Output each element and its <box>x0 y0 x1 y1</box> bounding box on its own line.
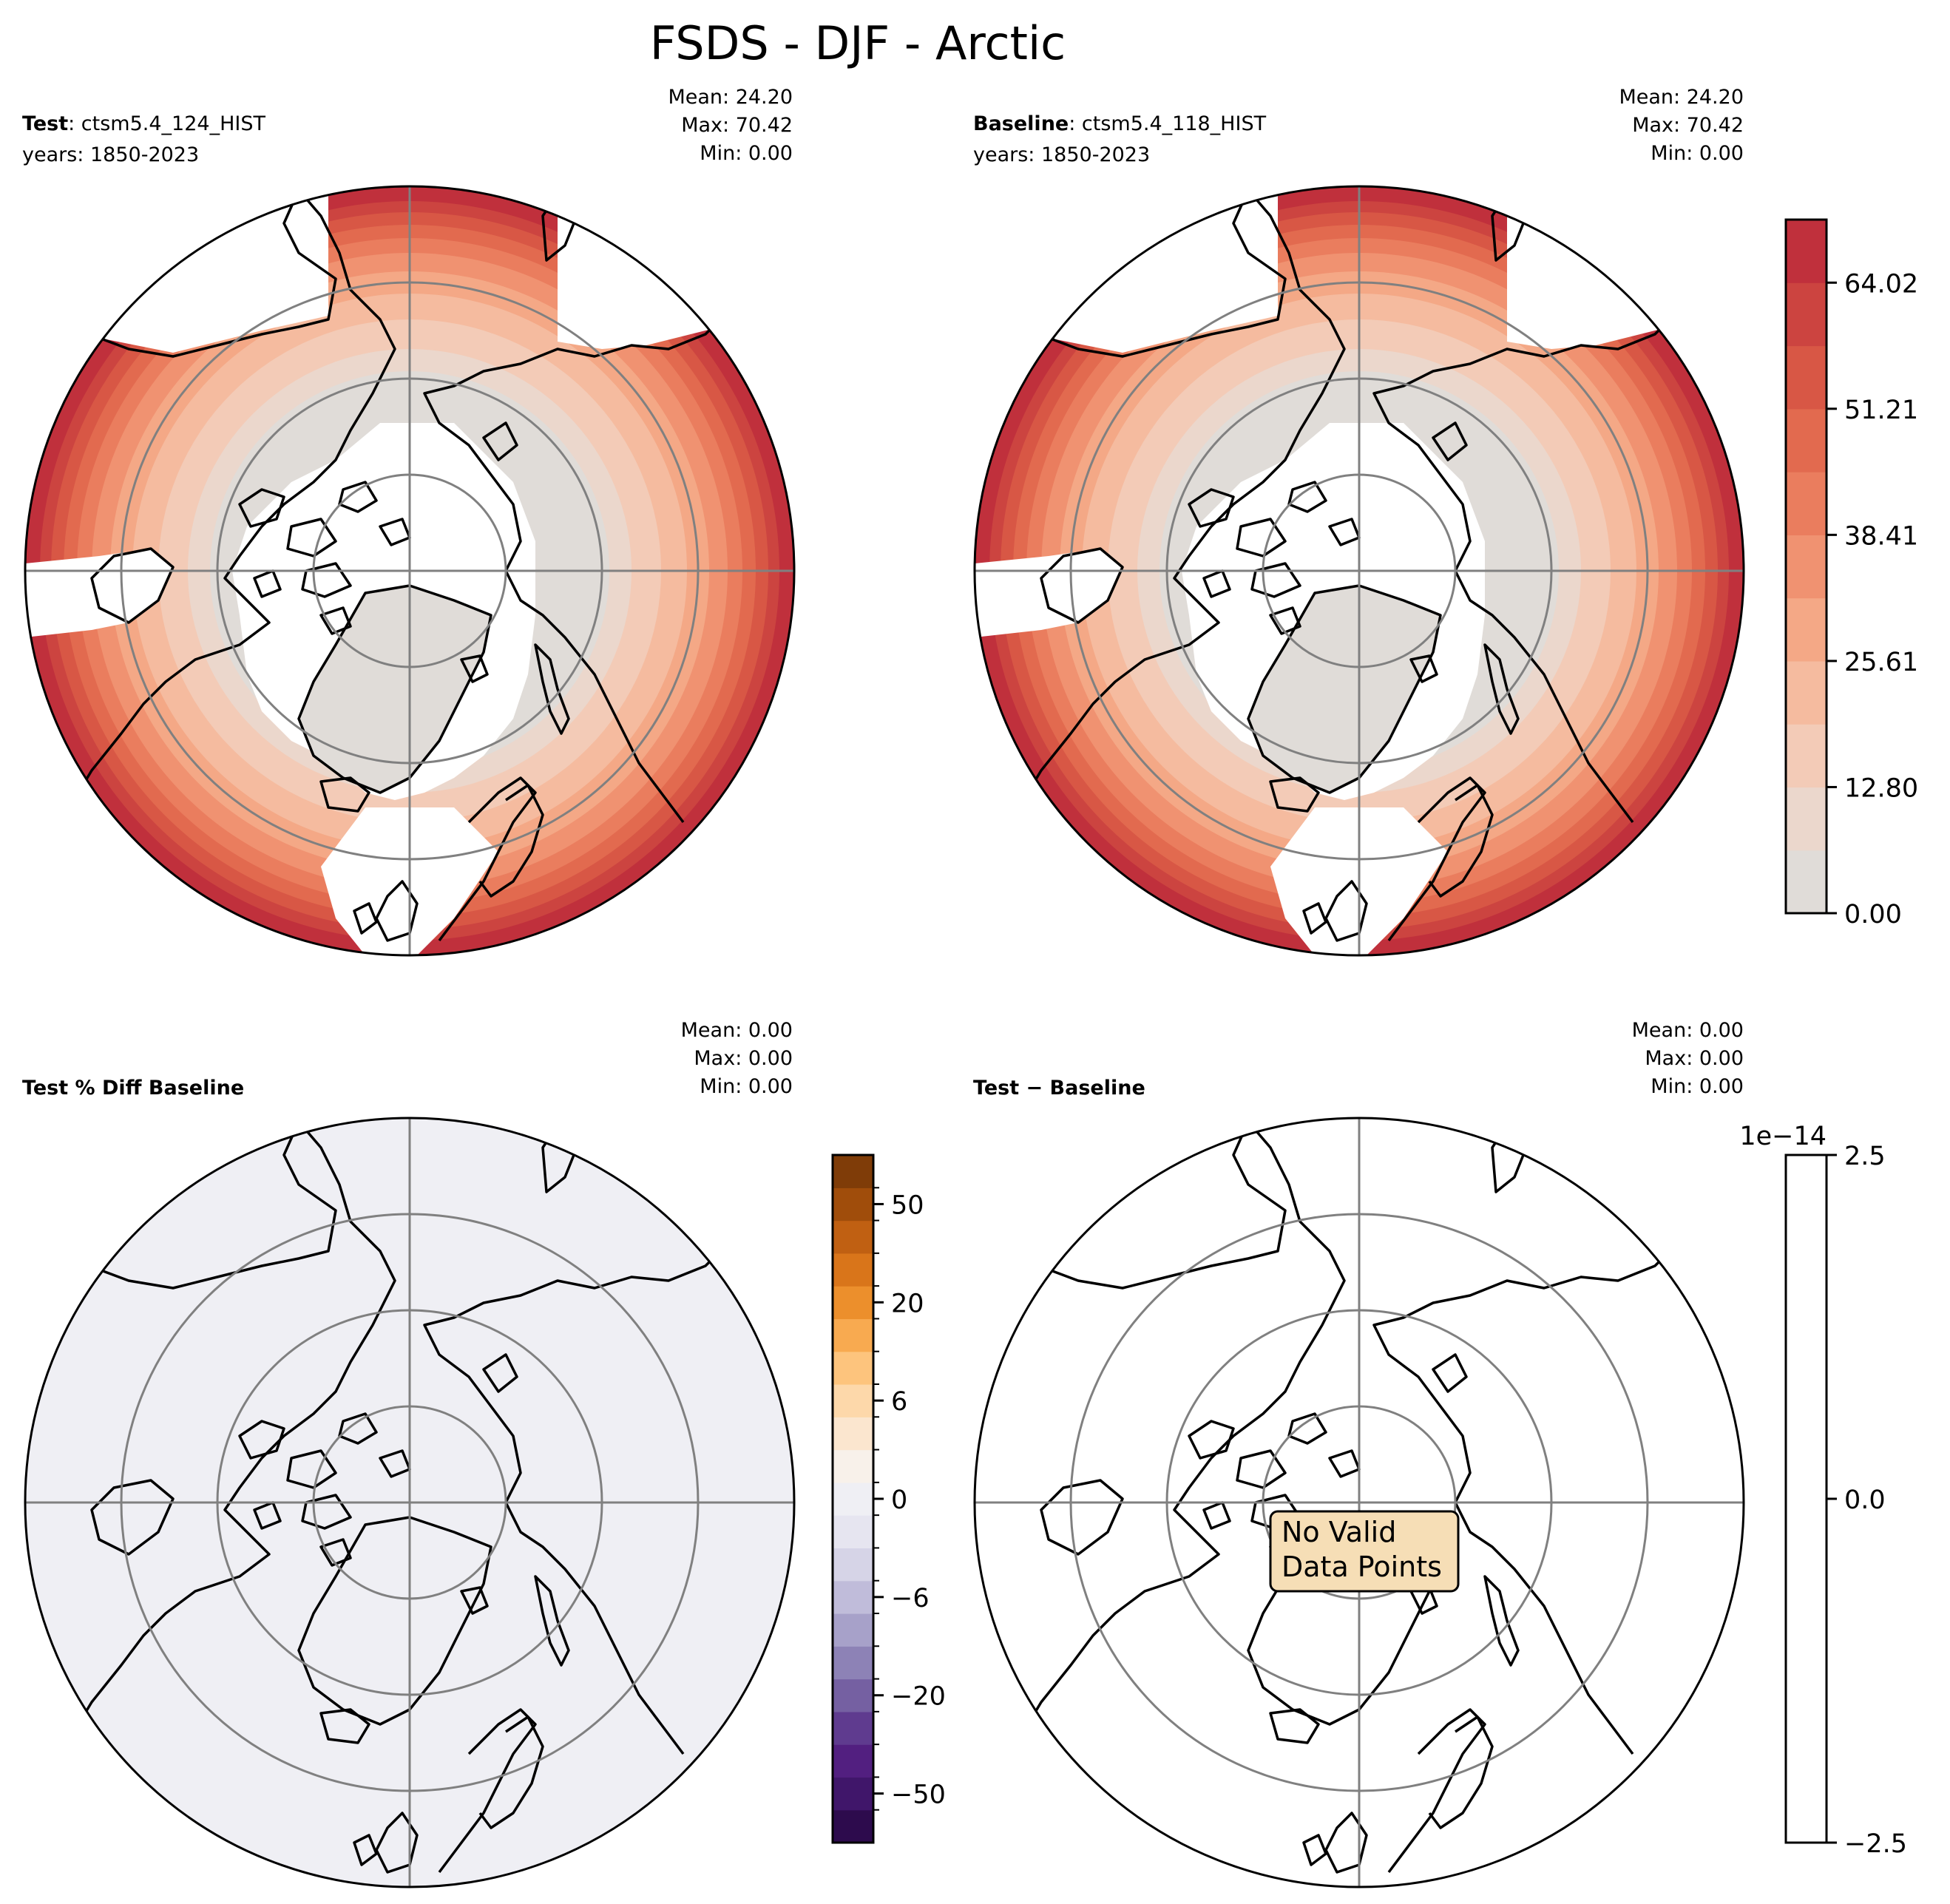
colorbar-segment <box>833 1678 873 1712</box>
colorbar-segment <box>833 1711 873 1745</box>
colorbar-segment <box>833 1417 873 1451</box>
stat-min-test: Min: 0.00 <box>700 142 793 165</box>
map-baseline <box>973 185 1745 957</box>
colorbar-segment <box>1786 850 1827 914</box>
stat-mean-pctdiff: Mean: 0.00 <box>681 1019 793 1042</box>
colorbar-segment <box>833 1744 873 1778</box>
colorbar-segment <box>833 1188 873 1222</box>
stat-max-baseline: Max: 70.42 <box>1632 114 1744 137</box>
stat-mean-diff: Mean: 0.00 <box>1632 1019 1744 1042</box>
no-data-line-2: Data Points <box>1282 1551 1442 1583</box>
colorbar-tick: −50 <box>891 1781 946 1810</box>
colorbar-diff: 1e−14 2.5 0.0 −2.5 <box>1739 1122 1907 1859</box>
colorbar-tick: 25.61 <box>1844 648 1918 677</box>
colorbar-tick: 6 <box>891 1387 907 1417</box>
colorbar-segment <box>1786 660 1827 725</box>
panel-years-baseline: years: 1850-2023 <box>973 143 1150 166</box>
colorbar-tick: 2.5 <box>1844 1142 1886 1171</box>
panel-label-case: : ctsm5.4_118_HIST <box>1069 112 1266 135</box>
panel-label-bold: Test <box>22 112 68 135</box>
colorbar-segment <box>833 1155 873 1188</box>
figure-title: FSDS - DJF - Arctic <box>650 16 1066 70</box>
colorbar-tick: 51.21 <box>1844 396 1918 425</box>
colorbar-segment <box>1786 472 1827 535</box>
colorbar-segment <box>1786 597 1827 662</box>
colorbar-segment <box>1786 345 1827 410</box>
colorbar-segment <box>833 1286 873 1320</box>
stat-min-diff: Min: 0.00 <box>1651 1075 1744 1098</box>
colorbar-segment <box>833 1646 873 1680</box>
colorbar-segment <box>833 1384 873 1417</box>
colorbar-segment <box>833 1351 873 1385</box>
colorbar-segment <box>833 1482 873 1516</box>
panel-label-baseline: Baseline: ctsm5.4_118_HIST <box>973 112 1267 135</box>
colorbar-segment <box>1786 535 1827 599</box>
colorbar-tick: 0 <box>891 1485 907 1515</box>
colorbar-segment <box>833 1548 873 1582</box>
colorbar-main: 0.00 12.80 25.61 38.41 51.21 64.02 <box>1784 218 1918 929</box>
colorbar-segment <box>1786 724 1827 788</box>
colorbar-tick: 50 <box>891 1190 924 1220</box>
colorbar-tick: 64.02 <box>1844 269 1918 299</box>
colorbar-segment <box>833 1318 873 1352</box>
colorbar-tick: −2.5 <box>1844 1829 1907 1859</box>
stat-max-pctdiff: Max: 0.00 <box>694 1047 793 1070</box>
map-pctdiff <box>24 1117 796 1888</box>
colorbar-tick: 38.41 <box>1844 521 1918 551</box>
panel-label-diff: Test − Baseline <box>973 1077 1145 1100</box>
colorbar-segment <box>833 1809 873 1843</box>
colorbar-segment <box>833 1253 873 1287</box>
colorbar-segment <box>1786 787 1827 851</box>
map-test <box>24 185 796 957</box>
colorbar-segment <box>1786 220 1827 283</box>
colorbar-tick: 0.0 <box>1844 1485 1886 1515</box>
colorbar-segment <box>833 1580 873 1614</box>
colorbar-offset: 1e−14 <box>1739 1122 1827 1151</box>
stat-min-pctdiff: Min: 0.00 <box>700 1075 793 1098</box>
stat-max-test: Max: 70.42 <box>681 114 793 137</box>
panel-years-test: years: 1850-2023 <box>22 143 199 166</box>
panel-label-bold: Baseline <box>973 112 1069 135</box>
stat-mean-test: Mean: 24.20 <box>668 86 793 109</box>
no-data-message: No Valid Data Points <box>1269 1510 1460 1593</box>
colorbar-segment <box>833 1777 873 1811</box>
colorbar-segment <box>1786 408 1827 472</box>
stat-max-diff: Max: 0.00 <box>1645 1047 1744 1070</box>
colorbar-tick: 20 <box>891 1289 924 1318</box>
stat-mean-baseline: Mean: 24.20 <box>1619 86 1744 109</box>
stat-min-baseline: Min: 0.00 <box>1651 142 1744 165</box>
colorbar-segment <box>1786 282 1827 347</box>
map-diff: No Valid Data Points <box>973 1117 1745 1888</box>
colorbar-tick: −20 <box>891 1682 946 1712</box>
panel-label-case: : ctsm5.4_124_HIST <box>68 112 265 135</box>
colorbar-tick: −6 <box>891 1584 930 1613</box>
colorbar-segment <box>833 1220 873 1254</box>
panel-label-test: Test: ctsm5.4_124_HIST <box>22 112 265 135</box>
colorbar-segment <box>833 1613 873 1647</box>
colorbar-segment <box>833 1449 873 1483</box>
colorbar-pct-diff: −50 −20 −6 0 6 20 50 <box>831 1153 946 1844</box>
colorbar-segment <box>833 1515 873 1549</box>
colorbar-tick: 0.00 <box>1844 900 1902 929</box>
panel-label-pctdiff: Test % Diff Baseline <box>22 1077 244 1100</box>
no-data-line-1: No Valid <box>1282 1516 1396 1548</box>
colorbar-tick: 12.80 <box>1844 773 1918 803</box>
